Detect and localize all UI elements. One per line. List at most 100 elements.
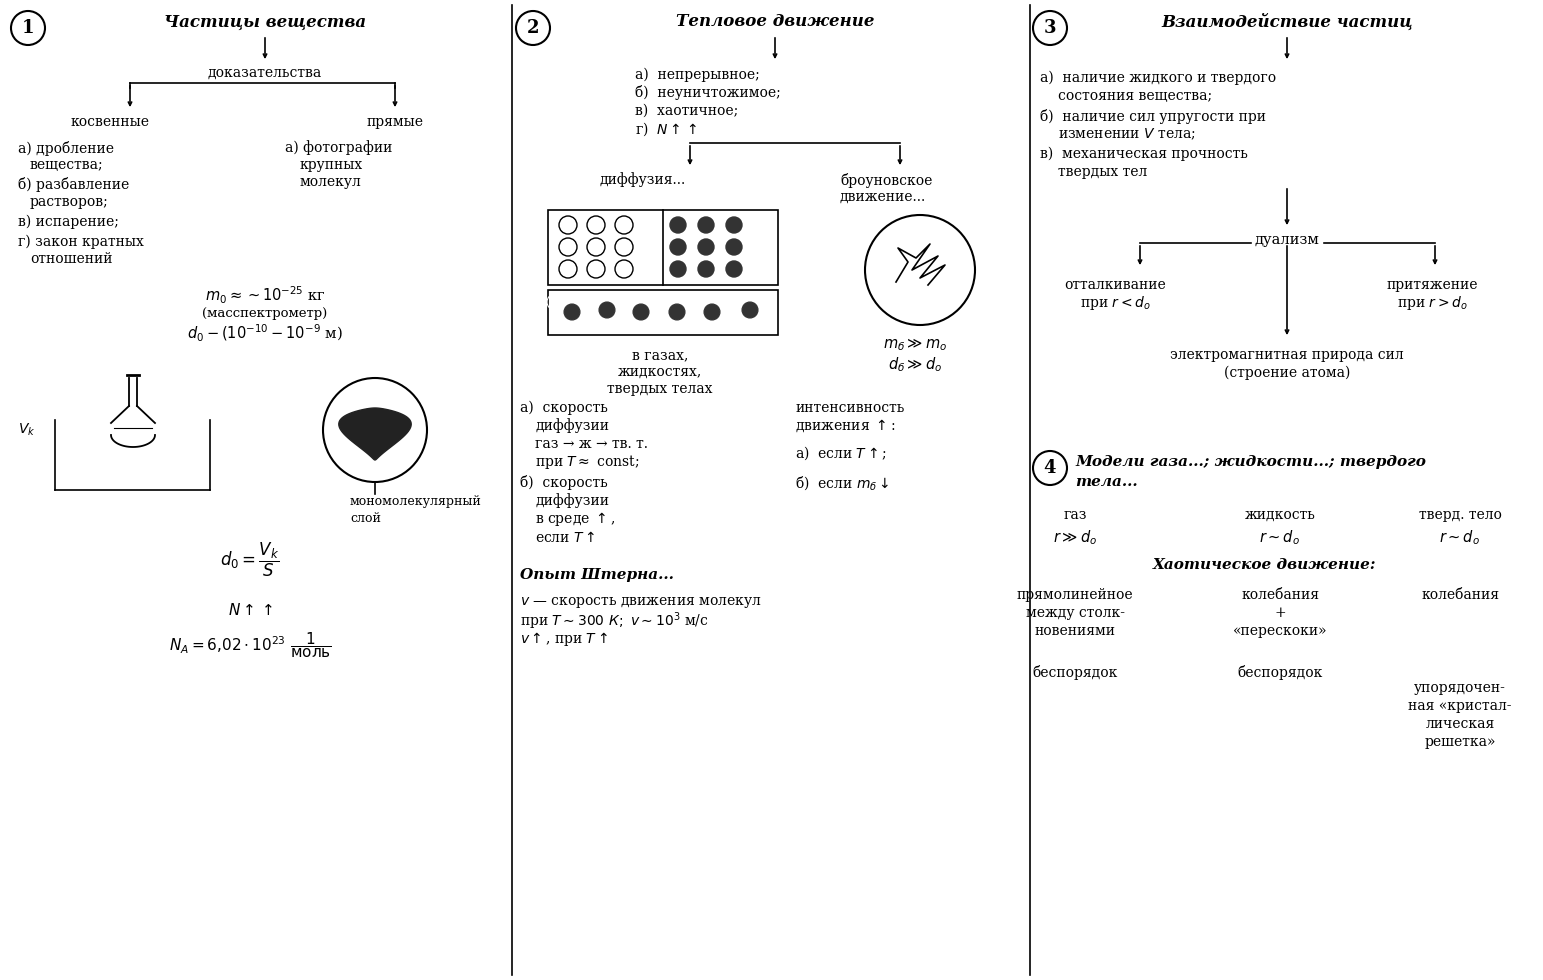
Text: ная «кристал-: ная «кристал- <box>1409 699 1512 713</box>
Text: (масспектрометр): (масспектрометр) <box>202 307 327 319</box>
Text: твердых телах: твердых телах <box>608 382 713 396</box>
Text: $d_0 = \dfrac{V_k}{S}$: $d_0 = \dfrac{V_k}{S}$ <box>221 541 279 579</box>
Text: косвенные: косвенные <box>71 115 150 129</box>
Text: колебания: колебания <box>1241 588 1319 602</box>
Text: $m_0 \approx \sim 10^{-25}$ кг: $m_0 \approx \sim 10^{-25}$ кг <box>205 284 326 306</box>
Text: прямолинейное: прямолинейное <box>1017 588 1133 602</box>
Text: $v$ — скорость движения молекул: $v$ — скорость движения молекул <box>520 596 762 611</box>
Polygon shape <box>339 408 412 460</box>
Text: отталкивание: отталкивание <box>1065 278 1167 292</box>
Text: $d_0 - (10^{-10} - 10^{-9}$ м): $d_0 - (10^{-10} - 10^{-9}$ м) <box>187 322 343 344</box>
Text: при $r > d_o$: при $r > d_o$ <box>1396 294 1467 312</box>
Text: прямые: прямые <box>367 115 423 129</box>
Text: газ: газ <box>1063 508 1086 522</box>
Text: диффузии: диффузии <box>535 418 609 433</box>
Text: отношений: отношений <box>29 252 113 266</box>
Text: жидкостях,: жидкостях, <box>617 365 702 379</box>
Text: лическая: лическая <box>1426 717 1495 731</box>
Circle shape <box>704 304 721 320</box>
Text: 4: 4 <box>1043 459 1057 477</box>
Text: в)  механическая прочность: в) механическая прочность <box>1040 147 1248 161</box>
Text: диффузия...: диффузия... <box>600 172 687 187</box>
Text: движение...: движение... <box>839 190 926 204</box>
Text: интенсивность: интенсивность <box>795 401 904 415</box>
Text: молекул: молекул <box>299 175 361 189</box>
Text: крупных: крупных <box>299 158 363 172</box>
Text: в среде $\uparrow$,: в среде $\uparrow$, <box>535 510 616 528</box>
Text: броуновское: броуновское <box>839 172 932 187</box>
Text: а) фотографии: а) фотографии <box>285 140 392 156</box>
Circle shape <box>670 239 687 255</box>
Circle shape <box>670 304 685 320</box>
Text: б)  скорость: б) скорость <box>520 475 608 491</box>
Text: состояния вещества;: состояния вещества; <box>1058 89 1213 103</box>
Text: электромагнитная природа сил: электромагнитная природа сил <box>1170 348 1404 362</box>
Circle shape <box>697 239 714 255</box>
Text: а)  непрерывное;: а) непрерывное; <box>636 68 759 82</box>
Bar <box>548 210 778 285</box>
Text: б)  если $m_б\downarrow$: б) если $m_б\downarrow$ <box>795 474 889 492</box>
Text: упорядочен-: упорядочен- <box>1413 681 1506 695</box>
Text: в газах,: в газах, <box>631 348 688 362</box>
Text: слой: слой <box>350 512 381 524</box>
Text: $r \gg d_o$: $r \gg d_o$ <box>1052 528 1097 548</box>
Text: тверд. тело: тверд. тело <box>1418 508 1501 522</box>
Text: $d_б \gg d_o$: $d_б \gg d_o$ <box>887 356 943 374</box>
Text: Модели газа...; жидкости...; твердого: Модели газа...; жидкости...; твердого <box>1075 455 1426 469</box>
Text: «перескоки»: «перескоки» <box>1233 624 1327 638</box>
Bar <box>548 290 778 335</box>
Circle shape <box>697 261 714 277</box>
Text: при $T \sim 300\ К;\ v \sim 10^3$ м/с: при $T \sim 300\ К;\ v \sim 10^3$ м/с <box>520 611 708 632</box>
Text: вещества;: вещества; <box>29 158 103 172</box>
Text: $v\uparrow$, при $T\uparrow$: $v\uparrow$, при $T\uparrow$ <box>520 630 608 648</box>
Text: новениями: новениями <box>1034 624 1116 638</box>
Text: 1: 1 <box>22 19 34 37</box>
Text: б)  наличие сил упругости при: б) наличие сил упругости при <box>1040 109 1265 123</box>
Text: колебания: колебания <box>1421 588 1498 602</box>
Text: изменении $V$ тела;: изменении $V$ тела; <box>1058 126 1196 142</box>
Text: Тепловое движение: Тепловое движение <box>676 14 875 30</box>
Text: притяжение: притяжение <box>1386 278 1478 292</box>
Text: если $T\uparrow$: если $T\uparrow$ <box>535 529 596 545</box>
Text: жидкость: жидкость <box>1245 508 1316 522</box>
Text: тела...: тела... <box>1075 475 1137 489</box>
Text: 3: 3 <box>1043 19 1057 37</box>
Text: решетка»: решетка» <box>1424 735 1495 749</box>
Text: между столк-: между столк- <box>1026 606 1125 620</box>
Text: Взаимодействие частиц: Взаимодействие частиц <box>1162 14 1413 30</box>
Circle shape <box>670 261 687 277</box>
Text: Частицы вещества: Частицы вещества <box>164 14 366 30</box>
Text: $r \sim d_o$: $r \sim d_o$ <box>1259 528 1301 548</box>
Text: движения $\uparrow$:: движения $\uparrow$: <box>795 417 895 434</box>
Text: при $r < d_o$: при $r < d_o$ <box>1080 294 1151 312</box>
Text: б)  неуничтожимое;: б) неуничтожимое; <box>636 85 781 101</box>
Text: а) дробление: а) дробление <box>19 140 114 156</box>
Text: а)  если $T\uparrow$;: а) если $T\uparrow$; <box>795 444 887 462</box>
Circle shape <box>633 304 650 320</box>
Text: газ → ж → тв. т.: газ → ж → тв. т. <box>535 437 648 451</box>
Circle shape <box>742 302 758 318</box>
Circle shape <box>565 304 580 320</box>
Text: $m_б \gg m_o$: $m_б \gg m_o$ <box>883 337 947 354</box>
Text: в)  хаотичное;: в) хаотичное; <box>636 104 738 118</box>
Text: 2: 2 <box>526 19 539 37</box>
Text: $r \sim d_o$: $r \sim d_o$ <box>1440 528 1481 548</box>
Text: (строение атома): (строение атома) <box>1224 366 1350 380</box>
Text: г) закон кратных: г) закон кратных <box>19 235 143 249</box>
Text: дуализм: дуализм <box>1254 233 1319 247</box>
Text: $N_A = 6{,}02 \cdot 10^{23}\ \dfrac{1}{\text{моль}}$: $N_A = 6{,}02 \cdot 10^{23}\ \dfrac{1}{\… <box>168 630 332 660</box>
Circle shape <box>727 217 742 233</box>
Text: дуализм: дуализм <box>1254 233 1319 247</box>
Text: беспорядок: беспорядок <box>1032 665 1117 680</box>
Circle shape <box>727 239 742 255</box>
Text: Опыт Штерна...: Опыт Штерна... <box>520 568 674 582</box>
Text: диффузии: диффузии <box>535 494 609 509</box>
Text: беспорядок: беспорядок <box>1237 665 1322 680</box>
Text: доказательства: доказательства <box>208 66 322 80</box>
Text: а)  наличие жидкого и твердого: а) наличие жидкого и твердого <box>1040 71 1276 85</box>
Text: растворов;: растворов; <box>29 195 108 209</box>
Text: в) испарение;: в) испарение; <box>19 215 119 229</box>
Text: $N \uparrow\uparrow$: $N \uparrow\uparrow$ <box>228 602 273 618</box>
Text: Хаотическое движение:: Хаотическое движение: <box>1153 558 1376 572</box>
Text: твердых тел: твердых тел <box>1058 165 1148 179</box>
